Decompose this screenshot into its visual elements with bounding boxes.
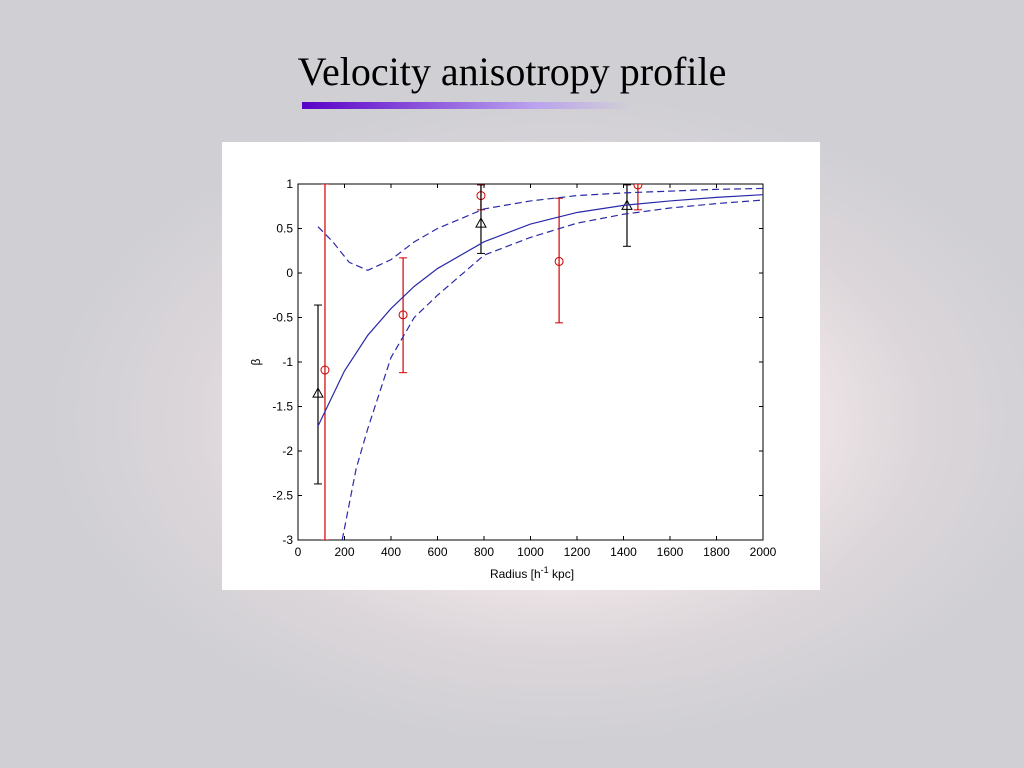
chart: β Radius [h-1 kpc] 0 200 400 600 800 1000 1200… [249, 177, 777, 581]
chart-panel: β Radius [h-1 kpc] 0 200 400 600 800 1000 1200… [222, 142, 820, 590]
data-point [475, 217, 487, 228]
x-label-part: kpc] [549, 567, 574, 581]
x-label-sup: -1 [541, 565, 549, 575]
x-axis-label: Radius [h-1 kpc] [490, 565, 574, 581]
data-point [320, 365, 330, 375]
title-rule [302, 102, 632, 109]
y-tick-label: 0.5 [276, 222, 293, 236]
x-tick-label: 1000 [517, 545, 544, 559]
model-curve [341, 199, 763, 540]
data-point [312, 387, 324, 398]
slide-title: Velocity anisotropy profile [297, 49, 727, 94]
model-curve [317, 187, 763, 271]
x-tick-label: 1800 [703, 545, 730, 559]
x-label-part: Radius [h [490, 567, 541, 581]
y-tick-label: 1 [286, 177, 293, 191]
x-tick-label: 200 [334, 545, 354, 559]
data-point [633, 184, 643, 190]
y-tick-label: -2.5 [272, 489, 293, 503]
y-tick-label: -1.5 [272, 400, 293, 414]
data-point [554, 256, 564, 266]
x-tick-label: 600 [427, 545, 447, 559]
x-tick-label: 1600 [657, 545, 684, 559]
x-tick-label: 400 [381, 545, 401, 559]
x-tick-label: 800 [474, 545, 494, 559]
plot-frame [297, 183, 764, 541]
y-tick-label: -3 [282, 533, 293, 547]
y-axis-label: β [249, 358, 263, 365]
y-tick-label: -0.5 [272, 311, 293, 325]
y-tick-label: -1 [282, 355, 293, 369]
plot-area [312, 184, 763, 540]
data-point [398, 310, 408, 320]
y-tick-label: 0 [286, 266, 293, 280]
x-tick-label: 1400 [610, 545, 637, 559]
x-tick-label: 0 [295, 545, 302, 559]
x-tick-label: 2000 [750, 545, 777, 559]
x-tick-label: 1200 [564, 545, 591, 559]
y-tick-label: -2 [282, 444, 293, 458]
model-curve [317, 194, 763, 427]
